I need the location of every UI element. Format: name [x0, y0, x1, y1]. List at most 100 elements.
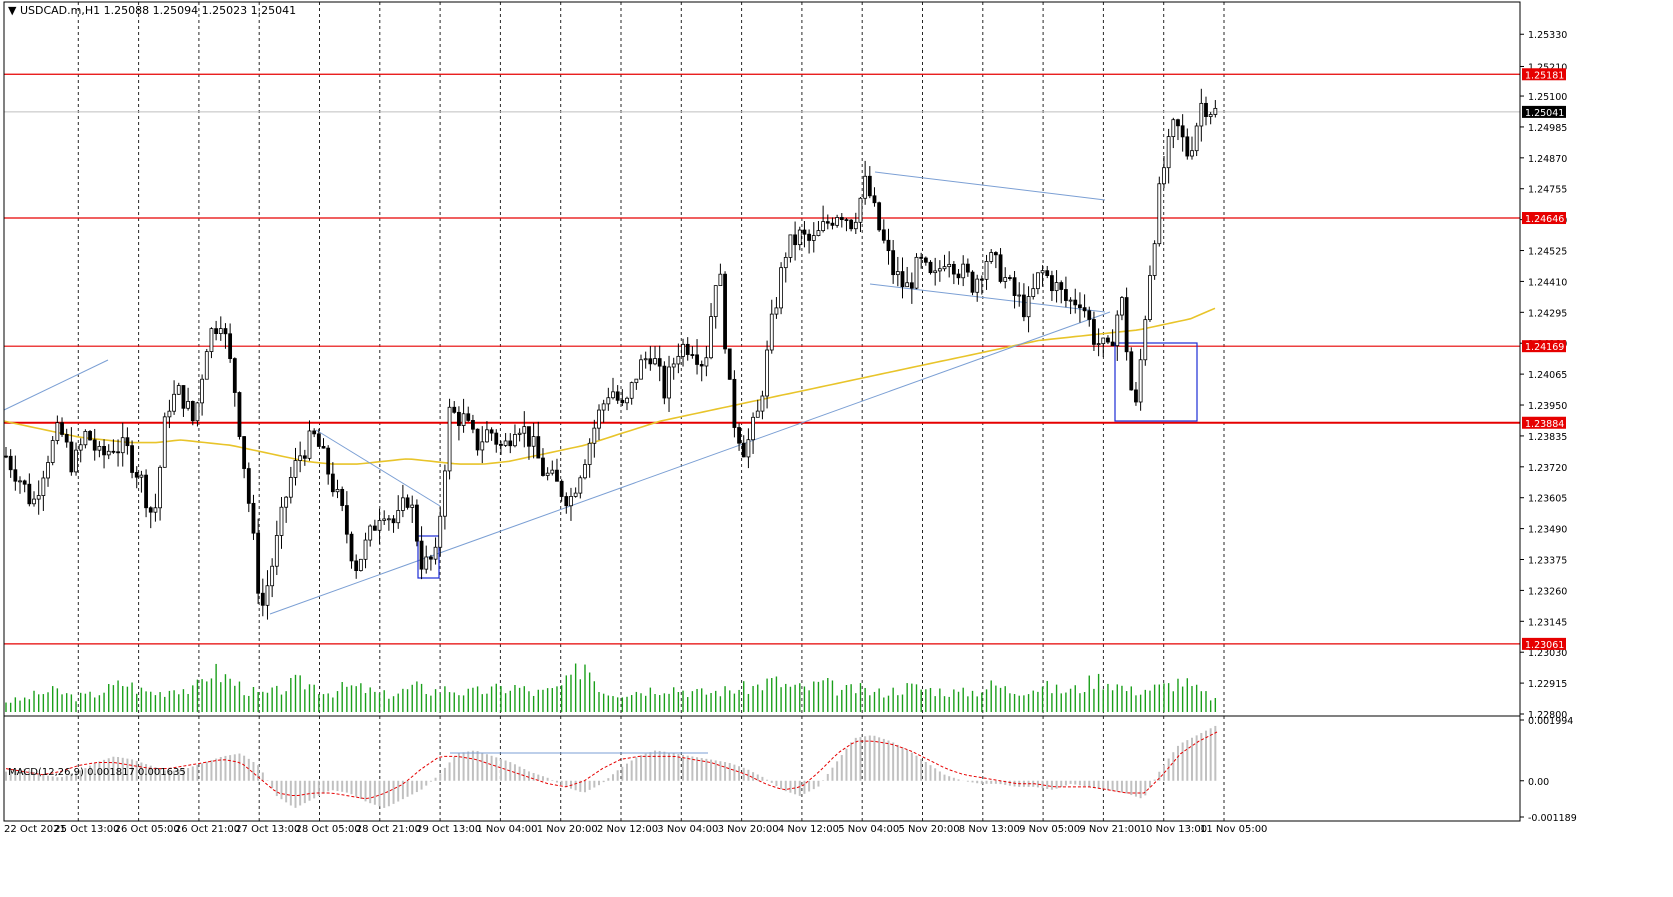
x-tick-label: 3 Nov 20:00 [718, 824, 779, 835]
level-price-label: 1.24169 [1525, 342, 1564, 353]
candle-body [1036, 272, 1040, 290]
level-price-label: 1.24646 [1525, 214, 1564, 225]
y-axis: 1.25330 1.25210 1.25100 1.24985 1.24870 1.247… [1520, 30, 1567, 721]
level-price-label: 1.23061 [1525, 640, 1564, 651]
candle-body [1096, 343, 1101, 346]
candle-body [559, 480, 564, 497]
candle-body [788, 234, 793, 258]
candle-body [386, 518, 391, 521]
candle-body [723, 273, 727, 350]
candle-body [620, 399, 625, 404]
candle-body [765, 349, 769, 397]
candle-body [78, 444, 83, 451]
candle-body [466, 413, 471, 421]
candle-body [1213, 107, 1218, 115]
candle-body [508, 440, 513, 447]
candle-body [900, 271, 905, 288]
candle-body [914, 256, 919, 289]
candle-body [937, 268, 942, 272]
candle-body [326, 447, 331, 475]
candle-body [807, 233, 812, 241]
candle-body [933, 270, 938, 274]
candle-body [536, 436, 541, 459]
candle-body [1017, 294, 1022, 297]
x-tick-label: 26 Oct 05:00 [115, 824, 180, 835]
x-tick-label: 5 Nov 20:00 [899, 824, 960, 835]
level-price-tag [1522, 68, 1566, 81]
candle-body [569, 496, 573, 507]
candle-body [1138, 359, 1143, 403]
trendlines [3, 171, 1198, 615]
x-tick-label: 1 Nov 20:00 [537, 824, 598, 835]
candle-body [629, 382, 634, 399]
candle-body [1166, 136, 1171, 169]
candle-body [270, 565, 275, 587]
volume-bars [5, 663, 1217, 712]
candle-body [22, 480, 27, 485]
candle-body [410, 504, 415, 508]
y-tick-label: 1.22915 [1528, 679, 1567, 690]
candle-body [4, 455, 8, 458]
candle-body [1082, 307, 1087, 312]
candle-body [116, 451, 120, 454]
macd-y-tick-label: 0.00 [1528, 777, 1549, 788]
candle-body [545, 472, 550, 476]
candle-body [256, 532, 261, 594]
y-tick-label: 1.24525 [1528, 247, 1567, 258]
ma-line [3, 307, 1216, 465]
level-price-label: 1.23884 [1525, 419, 1564, 430]
candle-body [727, 348, 732, 380]
candle-body [606, 397, 611, 405]
trendline [869, 283, 1106, 313]
candle-body [1045, 270, 1050, 276]
candle-body [713, 285, 718, 317]
candle-body [88, 431, 92, 441]
candle-body [312, 430, 317, 435]
candle-body [611, 391, 615, 399]
current-price-label: 1.25041 [1525, 108, 1564, 119]
candle-body [396, 510, 401, 524]
candle-body [690, 354, 695, 356]
candle-body [307, 430, 312, 459]
candle-body [36, 495, 41, 500]
x-tick-label: 29 Oct 13:00 [416, 824, 481, 835]
candle-body [503, 440, 508, 446]
candle-body [732, 378, 737, 428]
candle-body [657, 358, 662, 367]
candle-body [1110, 341, 1115, 347]
y-tick-label: 1.22800 [1528, 710, 1567, 721]
candle-body [541, 457, 545, 476]
candle-body [685, 343, 690, 355]
candle-body [461, 413, 466, 426]
candle-body [989, 252, 994, 262]
candle-body [961, 263, 966, 279]
candle-body [50, 440, 55, 463]
dropdown-arrow-icon[interactable]: ▼ [8, 4, 17, 17]
candle-body [391, 518, 396, 524]
candle-body [877, 202, 882, 231]
current-price-tag [1522, 105, 1566, 118]
trendline [315, 429, 441, 507]
candle-body [886, 239, 891, 252]
candle-body [975, 278, 980, 293]
candle-body [106, 450, 111, 456]
candle-body [681, 343, 685, 357]
candle-body [349, 533, 354, 562]
candle-body [494, 432, 499, 445]
level-price-tag [1522, 416, 1566, 429]
candle-body [428, 556, 433, 560]
resistance-levels: 1.25181 1.24646 1.24169 1.23884 1.23061 1.250… [4, 68, 1566, 651]
candle-body [653, 358, 657, 365]
plot-border [3, 1, 1521, 822]
candle-body [1073, 299, 1078, 306]
candle-body [1106, 337, 1110, 343]
symbol-header: ▼ USDCAD.m,H1 1.25088 1.25094 1.25023 1.… [8, 4, 296, 17]
candle-body [354, 560, 359, 571]
candle-body [443, 470, 447, 517]
candle-body [382, 518, 387, 521]
candle-body [195, 402, 200, 422]
candle-body [802, 229, 807, 235]
x-tick-label: 28 Oct 05:00 [296, 824, 361, 835]
candle-body [1092, 319, 1096, 345]
